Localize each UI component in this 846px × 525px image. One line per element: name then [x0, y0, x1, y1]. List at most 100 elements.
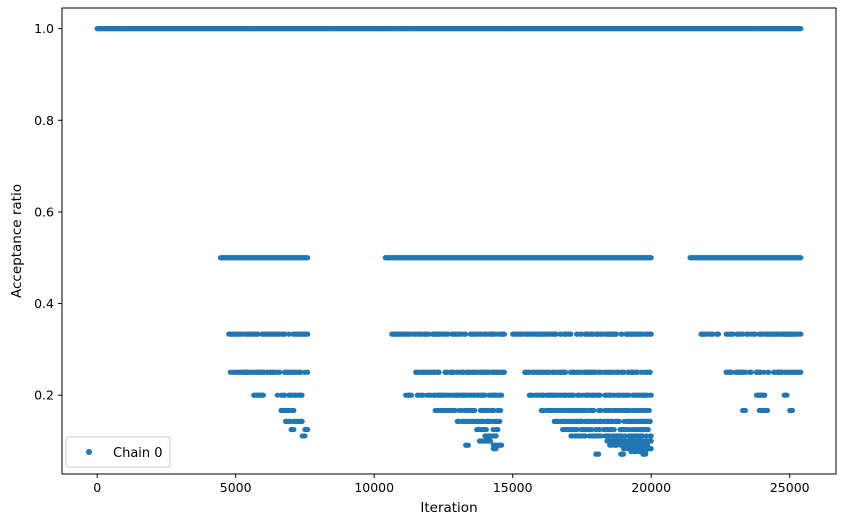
data-point [611, 426, 617, 433]
data-point [582, 433, 589, 439]
data-point [647, 418, 653, 424]
data-point [648, 446, 654, 452]
data-point [499, 392, 505, 398]
data-point [742, 369, 749, 375]
data-point [568, 331, 574, 337]
data-point [408, 392, 415, 398]
data-point [299, 418, 305, 424]
data-point [298, 369, 304, 375]
data-point [452, 407, 458, 414]
data-point [643, 433, 649, 439]
data-point [426, 331, 432, 337]
data-point [626, 392, 632, 398]
data-point [648, 392, 654, 398]
data-point [740, 331, 746, 337]
data-point [491, 407, 497, 414]
data-point [282, 392, 288, 398]
x-tick-label: 20000 [631, 480, 671, 495]
data-point [282, 331, 288, 337]
data-point [752, 331, 758, 337]
data-point [260, 392, 266, 398]
data-point [761, 369, 767, 375]
data-point [591, 407, 597, 414]
x-tick-label: 0 [93, 480, 101, 495]
data-point [501, 369, 507, 375]
data-point [497, 418, 503, 424]
data-point [647, 369, 653, 375]
data-point [595, 451, 602, 457]
data-point [255, 331, 261, 337]
y-axis: 0.2 0.4 0.6 0.8 1.0 [34, 21, 62, 403]
legend: Chain 0 [65, 436, 171, 468]
data-point [553, 331, 559, 337]
y-axis-label: Acceptance ratio [9, 184, 25, 298]
y-tick-label: 0.6 [34, 204, 54, 219]
data-point [648, 433, 654, 439]
scatter-points [94, 26, 804, 457]
data-point [730, 331, 736, 337]
data-point [483, 426, 489, 433]
data-point [291, 426, 297, 433]
data-point [299, 392, 305, 398]
data-point [589, 426, 595, 433]
legend-marker [86, 449, 92, 455]
data-point [597, 426, 603, 433]
data-point [420, 392, 426, 398]
x-tick-label: 10000 [354, 480, 394, 495]
x-axis-label: Iteration [420, 500, 477, 516]
data-point [462, 331, 469, 337]
data-point [789, 407, 796, 414]
data-point [498, 407, 504, 414]
data-point [622, 433, 628, 439]
data-point [305, 255, 311, 261]
data-point [766, 369, 772, 375]
data-point [499, 442, 505, 448]
data-point [305, 331, 311, 337]
data-point [621, 369, 627, 375]
data-point [646, 407, 652, 414]
y-tick-label: 0.4 [34, 296, 54, 311]
data-point [613, 331, 619, 337]
data-point [274, 392, 280, 398]
y-tick-label: 0.2 [34, 388, 54, 403]
data-point [620, 451, 627, 457]
data-point [635, 369, 641, 375]
data-point [598, 433, 604, 439]
x-tick-label: 5000 [220, 480, 252, 495]
data-point [578, 331, 585, 337]
data-point [648, 331, 654, 337]
data-point [715, 331, 722, 337]
data-point [624, 446, 630, 452]
data-point [710, 331, 716, 337]
data-point [597, 392, 603, 398]
data-point [305, 369, 311, 375]
x-axis: 0 5000 10000 15000 20000 25000 [93, 474, 810, 495]
data-point [482, 392, 488, 398]
data-point [305, 426, 311, 433]
data-point [784, 392, 790, 398]
data-point [574, 426, 580, 433]
data-point [472, 407, 478, 414]
data-point [495, 426, 501, 433]
data-point [748, 369, 754, 375]
plot-frame [61, 7, 837, 475]
data-point [742, 407, 749, 414]
data-point [619, 331, 625, 337]
data-point [798, 331, 804, 337]
y-tick-label: 1.0 [34, 21, 54, 36]
data-point [465, 442, 471, 448]
data-point [798, 26, 804, 32]
legend-label: Chain 0 [113, 446, 163, 461]
data-point [571, 392, 577, 398]
data-point [616, 418, 622, 424]
x-tick-label: 15000 [493, 480, 533, 495]
data-point [302, 433, 308, 439]
data-point [648, 438, 654, 444]
data-point [613, 442, 620, 448]
data-point [762, 392, 768, 398]
data-point [729, 369, 735, 375]
data-point [445, 331, 451, 337]
data-point [286, 331, 292, 337]
data-point [764, 407, 771, 414]
